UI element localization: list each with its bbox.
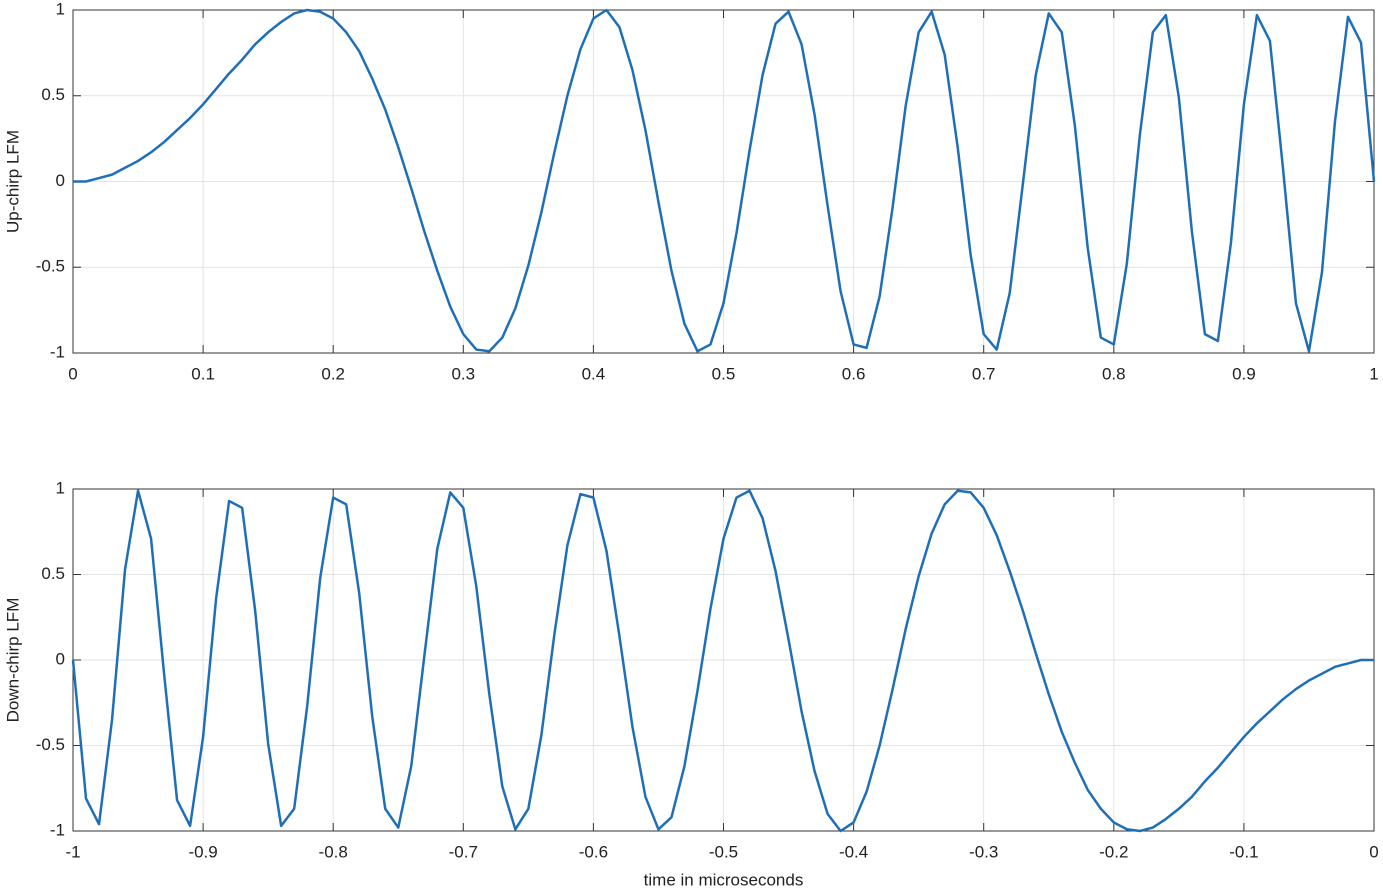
y-tick-label: 0.5	[41, 85, 65, 104]
line-series	[73, 8, 1376, 353]
x-tick-label: -0.9	[188, 842, 217, 861]
x-tick-label: -1	[65, 842, 80, 861]
y-tick-label: -0.5	[36, 735, 65, 754]
y-axis-label: Down-chirp LFM	[3, 598, 22, 723]
x-tick-label: 0.9	[1232, 364, 1256, 383]
x-tick-label: -0.2	[1099, 842, 1128, 861]
x-tick-label: -0.7	[449, 842, 478, 861]
x-tick-label: -0.1	[1229, 842, 1258, 861]
x-tick-label: -0.5	[709, 842, 738, 861]
x-tick-label: 0.6	[842, 364, 866, 383]
y-tick-label: 0.5	[41, 564, 65, 583]
y-tick-label: 1	[56, 478, 65, 497]
x-tick-label: -0.6	[579, 842, 608, 861]
y-tick-label: -1	[50, 820, 65, 839]
x-tick-label: -0.4	[839, 842, 868, 861]
y-tick-label: 0	[56, 649, 65, 668]
x-tick-label: 0	[1369, 842, 1378, 861]
x-tick-label: 0	[68, 364, 77, 383]
x-tick-label: 0.4	[582, 364, 606, 383]
y-axis-label: Up-chirp LFM	[3, 130, 22, 233]
x-tick-label: -0.3	[969, 842, 998, 861]
x-tick-label: 0.2	[321, 364, 345, 383]
x-axis-label: time in microseconds	[644, 870, 804, 889]
y-tick-label: -1	[50, 342, 65, 361]
x-tick-label: 1	[1369, 364, 1378, 383]
x-tick-label: 0.5	[712, 364, 736, 383]
x-tick-label: 0.3	[451, 364, 475, 383]
y-tick-label: 0	[56, 171, 65, 190]
x-tick-label: 0.8	[1102, 364, 1126, 383]
y-tick-label: 1	[56, 0, 65, 18]
line-series	[71, 489, 1374, 833]
y-tick-label: -0.5	[36, 257, 65, 276]
x-tick-label: 0.7	[972, 364, 996, 383]
x-tick-label: -0.8	[319, 842, 348, 861]
x-tick-label: 0.1	[191, 364, 215, 383]
